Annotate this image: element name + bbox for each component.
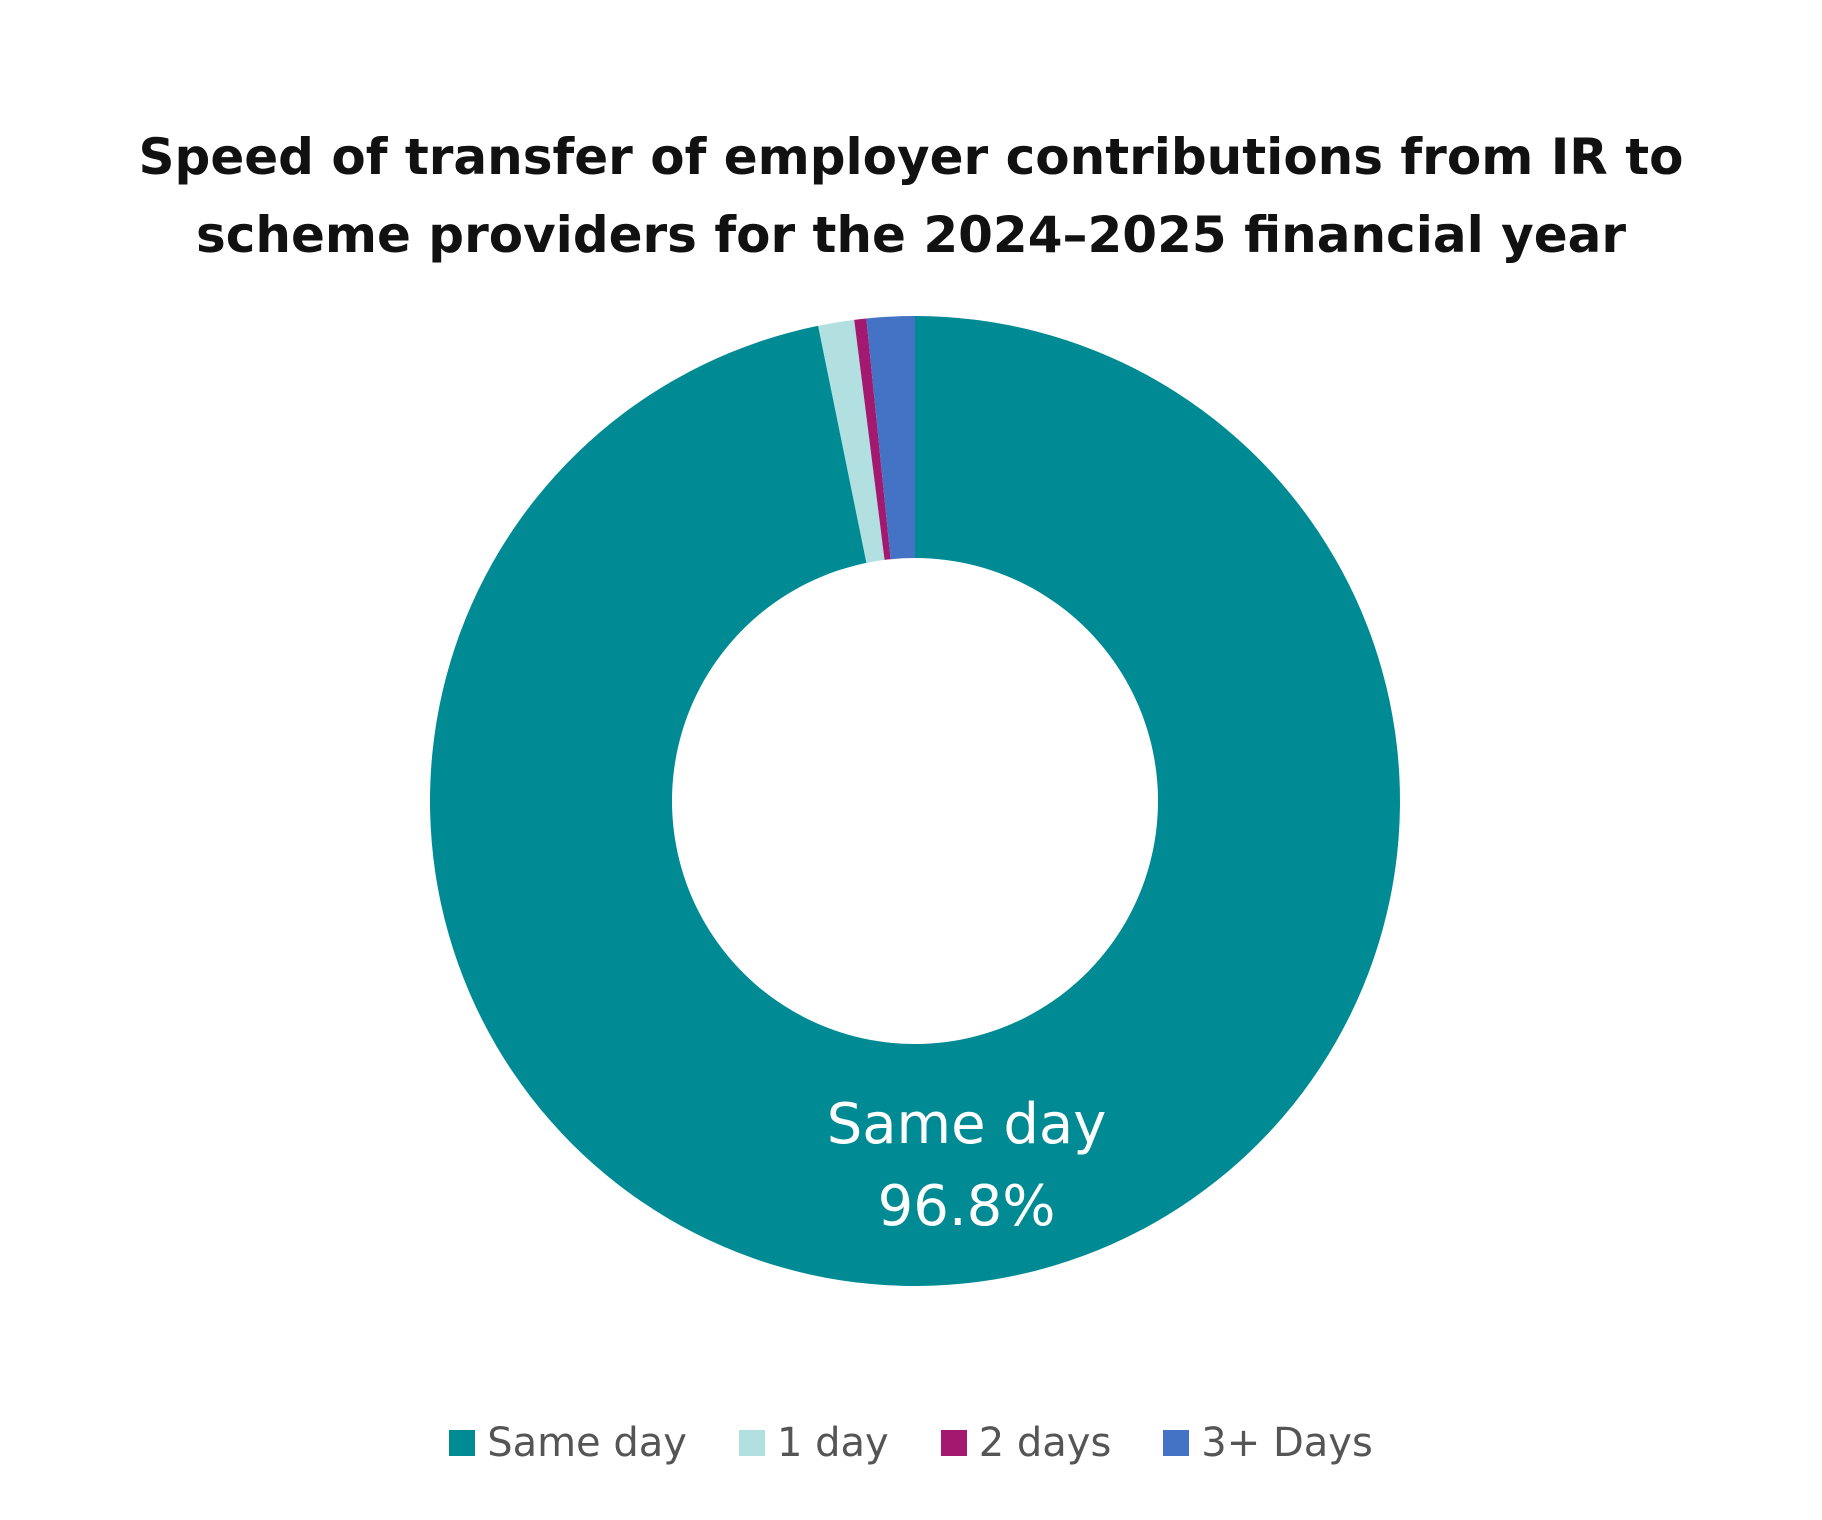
legend-label-2-days: 2 days — [978, 1420, 1112, 1466]
legend-swatch-2-days — [940, 1430, 967, 1456]
legend-label-1-day: 1 day — [776, 1420, 889, 1466]
slice-2-days[interactable] — [854, 318, 891, 560]
slice-label-name-same-day: Same day — [827, 1092, 1107, 1157]
legend-swatch-same-day — [449, 1430, 476, 1456]
legend: Same day 1 day 2 days 3+ Days — [0, 1420, 1822, 1466]
chart-title-line-2: scheme providers for the 2024–2025 finan… — [195, 206, 1627, 264]
legend-swatch-1-day — [738, 1430, 765, 1456]
slice-3-plus-days[interactable] — [866, 316, 915, 560]
legend-swatch-3-plus-days — [1163, 1430, 1190, 1456]
slice-1-day[interactable] — [818, 319, 885, 563]
slice-labels: Same day 96.8% — [827, 1092, 1107, 1239]
legend-item-same-day[interactable]: Same day — [449, 1420, 687, 1466]
chart-title: Speed of transfer of employer contributi… — [0, 118, 1822, 274]
legend-label-same-day: Same day — [487, 1420, 687, 1466]
chart-title-line-1: Speed of transfer of employer contributi… — [138, 128, 1684, 186]
legend-label-3-plus-days: 3+ Days — [1201, 1420, 1373, 1466]
slice-same-day[interactable] — [430, 316, 1401, 1286]
legend-item-1-day[interactable]: 1 day — [738, 1420, 889, 1466]
slice-label-value-same-day: 96.8% — [878, 1174, 1056, 1239]
legend-item-3-plus-days[interactable]: 3+ Days — [1163, 1420, 1373, 1466]
legend-item-2-days[interactable]: 2 days — [940, 1420, 1112, 1466]
donut-slices — [430, 316, 1401, 1286]
